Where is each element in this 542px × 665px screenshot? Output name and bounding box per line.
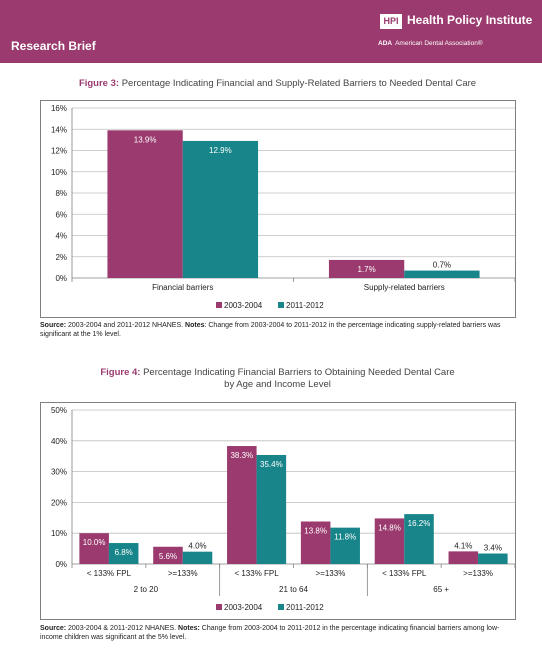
- figure3-chart: 0% 2% 4% 6% 8% 10% 12% 14% 16% 13.9% 12.9% Financia…: [40, 100, 516, 318]
- fig3-data-label: 1.7%: [357, 265, 375, 274]
- fig3-data-label: 12.9%: [209, 146, 232, 155]
- fig4-data-label: 4.1%: [454, 541, 472, 550]
- fig4-bar: [108, 543, 139, 564]
- fig4-legend-swatch: [278, 604, 284, 610]
- figure3-source: Source: 2003-2004 and 2011-2012 NHANES. …: [40, 322, 501, 338]
- fig3-y-tick-label: 16%: [51, 104, 67, 113]
- figure4-source: Source: 2003-2004 & 2011-2012 NHANES. No…: [40, 624, 515, 642]
- fig4-group-label: 65 +: [433, 585, 449, 594]
- fig3-x-tick-label: Supply-related barriers: [364, 283, 445, 292]
- fig4-data-label: 5.6%: [159, 552, 177, 561]
- fig4-y-tick-label: 50%: [51, 406, 67, 415]
- fig3-y-tick-label: 0%: [55, 274, 67, 283]
- fig3-y-tick-label: 8%: [55, 189, 67, 198]
- fig3-bar: [107, 130, 183, 278]
- fig4-data-label: 35.4%: [260, 460, 283, 469]
- figure3-label: Figure 3:: [78, 78, 120, 89]
- fig4-y-tick-label: 0%: [55, 560, 67, 569]
- fig4-legend-label: 2011-2012: [286, 603, 324, 612]
- figure3-source-text: 2003-2004 and 2011-2012 NHANES.: [68, 322, 184, 329]
- figure4-notes-label: Notes:: [178, 625, 200, 632]
- fig3-y-tick-label: 2%: [55, 253, 67, 262]
- fig4-bar: [300, 521, 331, 564]
- fig4-data-label: 6.8%: [115, 548, 133, 557]
- fig3-bar: [182, 140, 259, 278]
- fig4-y-tick-label: 10%: [51, 529, 67, 538]
- fig4-data-label: 13.8%: [304, 526, 327, 535]
- fig4-y-tick-label: 40%: [51, 437, 67, 446]
- fig4-bar: [227, 446, 257, 564]
- fig4-bar: [330, 527, 360, 564]
- fig4-data-label: 16.2%: [408, 519, 431, 528]
- fig4-data-label: 11.8%: [334, 533, 356, 542]
- figure4-source-label: Source:: [40, 625, 67, 632]
- fig4-legend-label: 2003-2004: [224, 603, 263, 612]
- fig4-group-label: 2 to 20: [134, 585, 159, 594]
- fig4-bar: [153, 546, 183, 564]
- ada-name: American Dental Association®: [395, 40, 483, 47]
- figure4-label: Figure 4:: [100, 367, 141, 378]
- fig3-bar: [328, 259, 405, 278]
- figure3-title-text: Percentage Indicating Financial and Supp…: [121, 78, 477, 89]
- fig4-x-tick-label: < 133% FPL: [87, 569, 132, 578]
- fig3-y-tick-label: 10%: [51, 168, 67, 177]
- fig4-group-label: 21 to 64: [279, 585, 308, 594]
- figure3-notes-text: Change from 2003-2004 to 2011-2012 in th…: [40, 322, 501, 338]
- fig4-x-tick-label: >=133%: [316, 569, 346, 578]
- section-title: Research Brief: [11, 39, 96, 53]
- hpi-logo-mark: HPI: [380, 14, 402, 29]
- fig3-legend-label: 2011-2012: [286, 301, 324, 310]
- fig4-data-label: 10.0%: [83, 538, 106, 547]
- figure4-title-line1: Percentage Indicating Financial Barriers…: [143, 367, 455, 378]
- fig3-legend-swatch: [216, 302, 222, 308]
- fig4-data-label: 38.3%: [230, 451, 253, 460]
- fig4-bar: [374, 518, 405, 564]
- fig4-data-label: 4.0%: [188, 542, 206, 551]
- fig4-y-tick-label: 20%: [51, 498, 67, 507]
- fig3-y-tick-label: 4%: [55, 232, 67, 241]
- figure3-source-label: Source:: [40, 322, 67, 329]
- figure4-title-line2: by Age and Income Level: [224, 379, 331, 390]
- hpi-org-name: Health Policy Institute: [407, 13, 533, 27]
- fig4-x-tick-label: < 133% FPL: [234, 569, 279, 578]
- fig4-legend-swatch: [216, 604, 222, 610]
- fig3-y-tick-label: 14%: [51, 125, 67, 134]
- fig3-data-label: 0.7%: [433, 261, 451, 270]
- fig4-bar: [182, 551, 213, 564]
- fig4-bar: [478, 553, 508, 564]
- fig4-data-label: 14.8%: [378, 523, 401, 532]
- fig4-x-tick-label: < 133% FPL: [382, 569, 427, 578]
- fig3-y-tick-label: 12%: [51, 147, 67, 156]
- fig4-bar: [79, 533, 109, 564]
- fig4-bar: [448, 551, 479, 564]
- figure4-notes-text: Change from 2003-2004 to 2011-2012 in th…: [40, 625, 500, 641]
- fig4-bar: [256, 454, 287, 564]
- figure3-title: Figure 3: Percentage Indicating Financia…: [40, 78, 515, 90]
- fig3-y-tick-label: 6%: [55, 210, 67, 219]
- ada-line: ADA American Dental Association®: [378, 40, 483, 47]
- fig4-y-tick-label: 30%: [51, 468, 67, 477]
- fig3-bar: [404, 270, 480, 278]
- fig3-legend-label: 2003-2004: [224, 301, 263, 310]
- fig4-bar: [404, 514, 434, 564]
- fig4-data-label: 3.4%: [484, 544, 502, 553]
- fig4-x-tick-label: >=133%: [168, 569, 198, 578]
- figure4-source-text: 2003-2004 & 2011-2012 NHANES.: [68, 625, 177, 632]
- figure3-notes-label: Notes: [185, 322, 205, 329]
- fig3-x-tick-label: Financial barriers: [152, 283, 213, 292]
- figure4-title: Figure 4: Percentage Indicating Financia…: [40, 367, 515, 391]
- fig4-x-tick-label: >=133%: [463, 569, 493, 578]
- fig3-legend-swatch: [278, 302, 284, 308]
- ada-abbrev: ADA: [378, 40, 393, 47]
- figure4-chart: 0% 10% 20% 30% 40% 50% 10.0% 6.8% < 133% FPL 5.6%…: [40, 402, 516, 620]
- fig3-data-label: 13.9%: [134, 135, 157, 144]
- header-banner: HPI Health Policy Institute ADA American …: [0, 0, 542, 63]
